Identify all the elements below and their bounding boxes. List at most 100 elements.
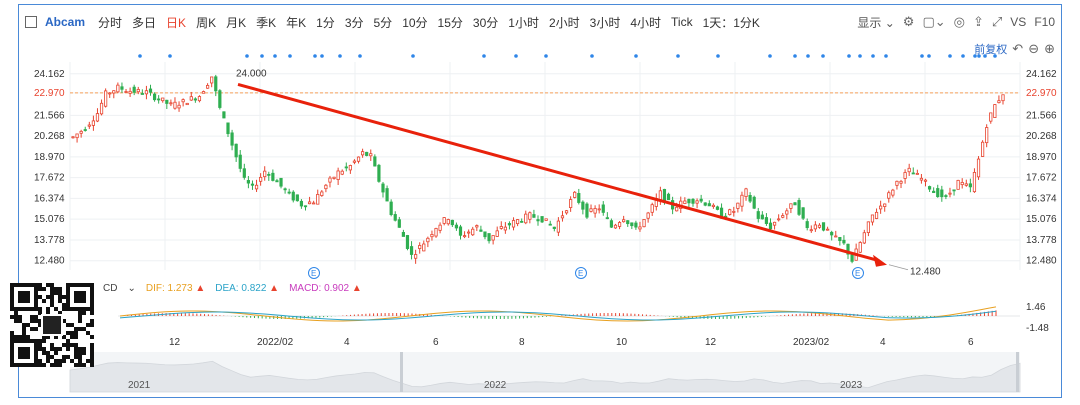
qr-module	[30, 363, 34, 367]
event-dot[interactable]	[320, 54, 324, 58]
event-dot[interactable]	[676, 54, 680, 58]
event-dot[interactable]	[858, 54, 862, 58]
period-tab[interactable]: Tick	[671, 15, 693, 29]
event-dot[interactable]	[338, 54, 342, 58]
event-dot[interactable]	[983, 54, 987, 58]
symbol-title[interactable]: Abcam	[45, 15, 86, 29]
indicator-dropdown-icon[interactable]: ⌄	[127, 283, 136, 294]
qr-module	[62, 355, 66, 359]
period-tab[interactable]: 1分	[316, 15, 335, 30]
event-dot[interactable]	[245, 54, 249, 58]
qr-module	[70, 343, 74, 347]
event-dot[interactable]	[544, 54, 548, 58]
zoom-out-icon[interactable]: ⊖	[1028, 41, 1040, 57]
period-tab[interactable]: 分时	[98, 15, 123, 30]
event-dot[interactable]	[260, 54, 264, 58]
event-dot[interactable]	[411, 54, 415, 58]
event-dot[interactable]	[920, 54, 924, 58]
period-tab[interactable]: 1小时	[508, 15, 539, 30]
qr-module	[10, 303, 14, 307]
period-tab[interactable]: 30分	[472, 15, 499, 30]
event-dot[interactable]	[871, 54, 875, 58]
event-dot[interactable]	[793, 54, 797, 58]
event-dot[interactable]	[973, 54, 977, 58]
event-dot[interactable]	[716, 54, 720, 58]
qr-module	[90, 291, 94, 295]
event-dot[interactable]	[288, 54, 292, 58]
candle-body	[593, 208, 597, 214]
event-dot[interactable]	[634, 54, 638, 58]
window-icon[interactable]	[25, 16, 37, 28]
candle-body	[622, 219, 626, 223]
candle-body	[899, 180, 903, 184]
qr-module	[78, 307, 82, 311]
candle-body	[540, 216, 544, 223]
navigator-handle-right[interactable]	[1016, 352, 1019, 392]
qr-module	[90, 303, 94, 307]
event-dot[interactable]	[358, 54, 362, 58]
display-dropdown[interactable]: 显示 ⌄	[857, 15, 895, 30]
event-dot[interactable]	[948, 54, 952, 58]
candle-body	[87, 124, 91, 127]
candle-body	[736, 202, 740, 209]
candle-body	[438, 224, 442, 231]
event-dot[interactable]	[168, 54, 172, 58]
event-dot[interactable]	[313, 54, 317, 58]
fullscreen-icon[interactable]: ⤢	[991, 14, 1003, 30]
vs-button[interactable]: VS	[1010, 15, 1027, 29]
earnings-marker-icon[interactable]	[575, 267, 587, 279]
event-dot[interactable]	[273, 54, 277, 58]
period-tab[interactable]: 4小时	[630, 15, 662, 30]
period-tab[interactable]: 10分	[402, 15, 428, 30]
f10-button[interactable]: F10	[1034, 15, 1055, 29]
event-dot[interactable]	[806, 54, 810, 58]
period-tab[interactable]: 3小时	[589, 15, 621, 30]
period-tab[interactable]: 多日	[132, 15, 157, 30]
period-tab[interactable]: 月K	[226, 15, 247, 30]
earnings-marker-icon[interactable]	[308, 267, 320, 279]
qr-module	[70, 307, 74, 311]
event-dot[interactable]	[927, 54, 931, 58]
period-tab[interactable]: 1天：1分K	[702, 15, 760, 30]
event-dot[interactable]	[993, 54, 997, 58]
qr-module	[14, 315, 18, 319]
earnings-marker-icon[interactable]	[852, 267, 864, 279]
period-tab[interactable]: 季K	[256, 15, 277, 30]
camera-icon[interactable]: ◎	[953, 14, 965, 30]
period-tab[interactable]: 15分	[437, 15, 463, 30]
period-tab[interactable]: 周K	[196, 15, 217, 30]
adjust-button[interactable]: 前复权	[974, 44, 1008, 56]
dea-value-group: DEA: 0.822 ▲	[215, 283, 279, 294]
event-dot[interactable]	[884, 54, 888, 58]
event-dot[interactable]	[847, 54, 851, 58]
event-dot[interactable]	[821, 54, 825, 58]
qr-module	[50, 363, 54, 367]
period-tab[interactable]: 2小时	[548, 15, 580, 30]
candle-body	[858, 242, 862, 253]
event-dot[interactable]	[977, 54, 981, 58]
zoom-in-icon[interactable]: ⊕	[1044, 41, 1055, 57]
period-tab[interactable]: 3分	[344, 15, 364, 30]
navigator-handle-left[interactable]	[400, 352, 403, 392]
qr-module	[70, 331, 74, 335]
period-tab[interactable]: 日K	[166, 15, 187, 30]
qr-module	[14, 363, 18, 367]
event-dot[interactable]	[482, 54, 486, 58]
event-dot[interactable]	[514, 54, 518, 58]
qr-module	[86, 283, 90, 287]
settings-icon[interactable]: ⚙	[902, 14, 915, 30]
candle-body	[328, 177, 332, 183]
event-dot[interactable]	[590, 54, 594, 58]
share-icon[interactable]: ⇪	[972, 14, 984, 30]
event-dot[interactable]	[768, 54, 772, 58]
event-dot[interactable]	[961, 54, 965, 58]
period-tab[interactable]: 年K	[286, 15, 307, 30]
undo-icon[interactable]: ↶	[1012, 41, 1024, 57]
period-tab[interactable]: 5分	[373, 15, 393, 30]
macd-indicator-name[interactable]: CD	[103, 283, 118, 294]
candle-body	[230, 132, 234, 146]
layout-icon[interactable]: ▢⌄	[922, 14, 946, 30]
candle-body	[238, 154, 242, 169]
event-dot[interactable]	[138, 54, 142, 58]
